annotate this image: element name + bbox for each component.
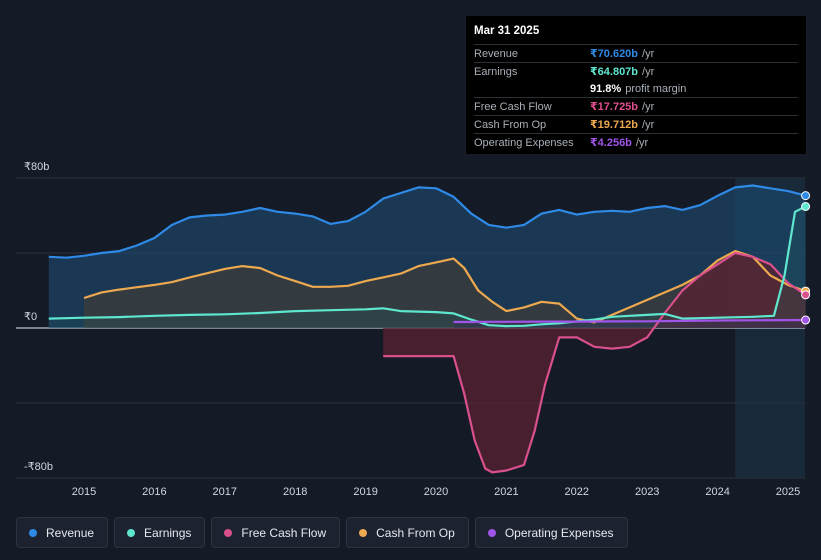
tooltip-row-revenue: Revenue ₹70.620b /yr [474,44,798,62]
tooltip-label: Earnings [474,65,518,78]
cash-from-op-line [83,250,806,324]
earnings-line [48,205,807,328]
x-tick-label: 2017 [213,486,237,498]
tooltip-row-cash-from-op: Cash From Op ₹19.712b /yr [474,115,798,133]
x-tick-label: 2015 [72,486,96,498]
legend-label: Earnings [144,525,192,540]
legend-dot [359,528,368,537]
x-tick-label: 2021 [494,486,518,498]
tooltip-unit: /yr [642,118,655,131]
tooltip-value: ₹19.712b [590,119,639,131]
legend-label: Cash From Op [376,525,455,540]
legend-dot [487,528,496,537]
x-tick-label: 2022 [565,486,589,498]
tooltip-value: ₹4.256b [590,137,632,149]
legend-item-free-cash-flow[interactable]: Free Cash Flow [211,517,341,548]
tooltip-profit-margin: 91.8% profit margin [474,80,798,97]
tooltip-label: Free Cash Flow [474,100,552,113]
x-tick-label: 2024 [705,486,729,498]
x-tick-label: 2018 [283,486,307,498]
y-tick-label: ₹0 [24,311,37,323]
revenue-line [48,184,806,259]
legend-dot [29,528,37,537]
tick-layer: ₹80b ₹0 -₹80b 2015 2016 2017 2018 2019 2020 2021 2… [24,161,800,498]
profit-margin-value: 91.8% [590,82,622,95]
x-tick-label: 2019 [353,486,377,498]
x-tick-label: 2025 [776,486,800,498]
operating-expenses-line [453,318,806,324]
tooltip-row-operating-expenses: Operating Expenses ₹4.256b /yr [474,133,798,151]
series-layer [48,184,811,474]
tooltip-label: Cash From Op [474,118,547,131]
legend-label: Free Cash Flow [241,525,327,540]
tooltip-label: Revenue [474,47,519,60]
y-tick-label: -₹80b [24,461,53,473]
tooltip-unit: /yr [642,100,655,113]
x-tick-label: 2023 [635,486,659,498]
earnings-end-marker [801,202,811,211]
tooltip-unit: /yr [642,65,655,78]
tooltip-row-free-cash-flow: Free Cash Flow ₹17.725b /yr [474,97,798,115]
legend-item-earnings[interactable]: Earnings [114,517,206,548]
legend-dot [127,528,136,537]
revenue-end-marker [801,191,811,201]
legend-item-revenue[interactable]: Revenue [16,517,109,548]
x-tick-label: 2020 [424,486,448,498]
y-tick-label: ₹80b [24,161,49,173]
tooltip-date: Mar 31 2025 [474,25,540,37]
legend-label: Revenue [46,525,95,540]
tooltip-label: Operating Expenses [474,136,574,149]
legend-item-operating-expenses[interactable]: Operating Expenses [474,517,628,548]
profit-margin-label: profit margin [625,82,687,95]
tooltip-unit: /yr [635,136,649,149]
tooltip-unit: /yr [642,47,655,60]
free-cash-flow-area [383,253,806,473]
legend-dot [224,528,233,537]
legend-item-cash-from-op[interactable]: Cash From Op [346,517,469,548]
free-cash-flow-line [383,251,807,474]
x-tick-label: 2016 [142,486,166,498]
chart-tooltip: Mar 31 2025 Revenue ₹70.620b /yr Earning… [466,16,806,154]
tooltip-value: ₹17.725b [590,101,639,113]
legend-label: Operating Expenses [504,525,614,540]
tooltip-row-earnings: Earnings ₹64.807b /yr [474,62,798,80]
operating-expenses-end-marker [801,315,811,325]
tooltip-value: ₹64.807b [590,66,639,78]
free-cash-flow-end-marker [801,290,811,300]
chart-legend: Revenue Earnings Free Cash Flow Cash Fro… [16,517,628,548]
tooltip-value: ₹70.620b [590,48,639,60]
